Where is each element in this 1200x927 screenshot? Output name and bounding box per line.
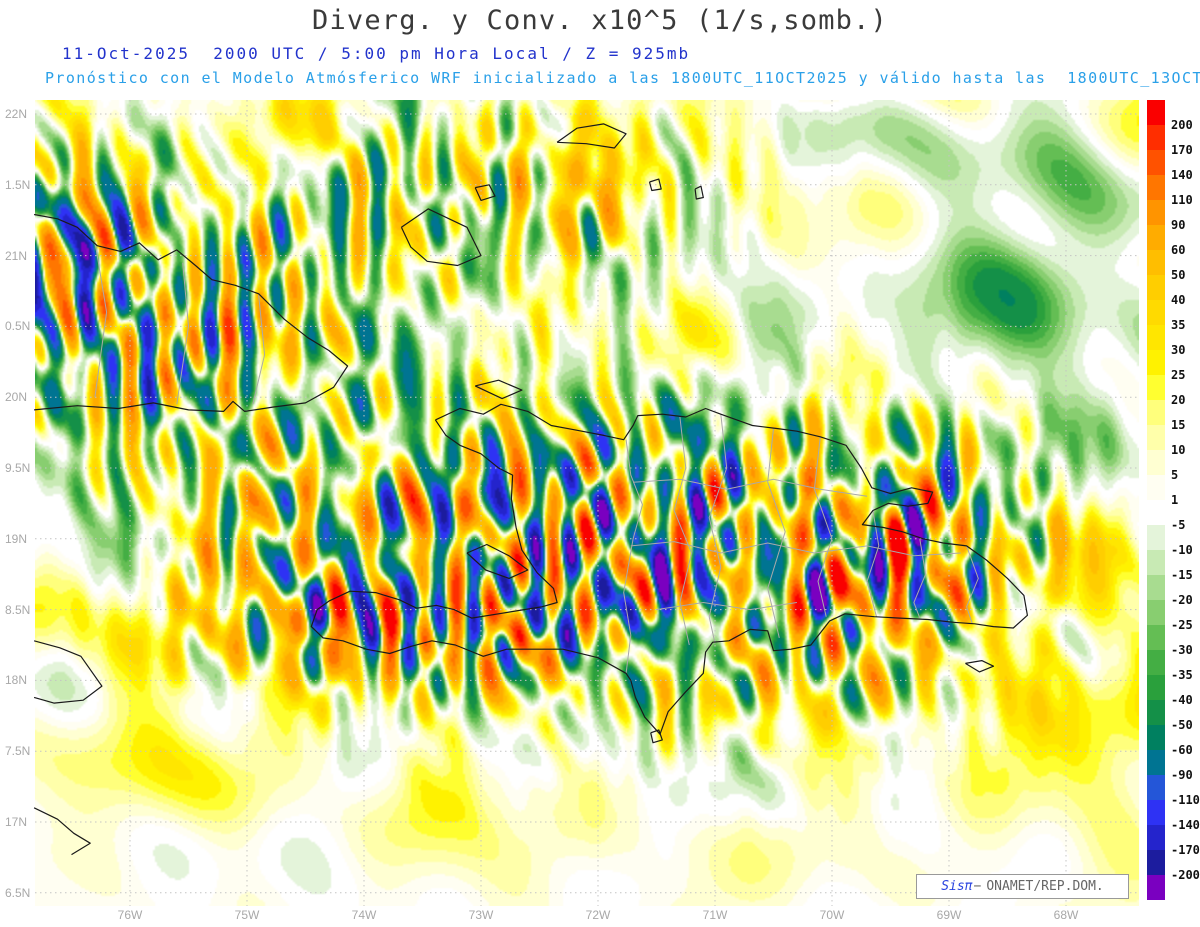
colorbar-segment <box>1147 625 1165 650</box>
colorbar-segment <box>1147 825 1165 850</box>
colorbar-segment <box>1147 500 1165 525</box>
colorbar-label: -140 <box>1171 818 1200 832</box>
colorbar-segment <box>1147 325 1165 350</box>
brand-name: Sis <box>941 879 965 894</box>
colorbar-label: 110 <box>1171 193 1193 207</box>
y-axis-label: 7.5N <box>5 744 31 759</box>
x-axis-label: 71W <box>702 908 728 922</box>
colorbar-segment <box>1147 150 1165 175</box>
y-axis-label: 19N <box>5 531 28 546</box>
colorbar-label: 25 <box>1171 368 1186 382</box>
colorbar-label: -25 <box>1171 618 1193 632</box>
x-axis-label: 73W <box>468 908 494 922</box>
colorbar-segment <box>1147 550 1165 575</box>
y-axis-label: 9.5N <box>5 461 31 475</box>
colorbar-segment <box>1147 400 1165 425</box>
colorbar-label: -110 <box>1171 793 1200 807</box>
x-axis-label: 74W <box>351 908 377 922</box>
colorbar-label: -15 <box>1171 568 1193 582</box>
brand-org: ONAMET/REP.DOM. <box>986 879 1104 894</box>
y-axis-label: 0.5N <box>5 319 31 334</box>
colorbar-label: 10 <box>1171 443 1186 457</box>
colorbar-segment <box>1147 300 1165 325</box>
colorbar-segment <box>1147 100 1165 125</box>
y-axis-label: 8.5N <box>5 602 31 617</box>
colorbar-label: 30 <box>1171 343 1186 357</box>
colorbar-label: 200 <box>1171 118 1193 132</box>
colorbar-label: 140 <box>1171 168 1193 182</box>
colorbar-segment <box>1147 225 1165 250</box>
colorbar-label: 40 <box>1171 293 1186 307</box>
colorbar-label: -60 <box>1171 743 1193 757</box>
colorbar-segment <box>1147 575 1165 600</box>
colorbar-segment <box>1147 850 1165 875</box>
colorbar-segment <box>1147 800 1165 825</box>
y-axis-label: 21N <box>5 248 28 263</box>
colorbar-label: -5 <box>1171 518 1186 532</box>
colorbar-segment <box>1147 375 1165 400</box>
colorbar-segment <box>1147 775 1165 800</box>
colorbar-label: -20 <box>1171 593 1193 607</box>
colorbar-segment <box>1147 475 1165 500</box>
colorbar-label: 35 <box>1171 318 1186 332</box>
colorbar-label: -10 <box>1171 543 1193 557</box>
colorbar-segment <box>1147 875 1165 900</box>
branding-box: Sis π − ONAMET/REP.DOM. <box>916 874 1129 899</box>
colorbar-label: -30 <box>1171 643 1193 657</box>
pi-symbol: π <box>964 879 973 894</box>
colorbar-label: 50 <box>1171 268 1186 282</box>
x-axis-label: 69W <box>936 908 962 922</box>
colorbar-segment <box>1147 600 1165 625</box>
y-axis-label: 17N <box>5 815 28 829</box>
brand-separator: − <box>973 879 982 894</box>
colorbar-segment <box>1147 700 1165 725</box>
colorbar-label: -35 <box>1171 668 1193 682</box>
colorbar-label: -170 <box>1171 843 1200 857</box>
colorbar-segment <box>1147 275 1165 300</box>
x-axis-label: 76W <box>117 908 143 922</box>
colorbar-segment <box>1147 725 1165 750</box>
colorbar-segment <box>1147 650 1165 675</box>
x-axis-label: 75W <box>234 908 260 922</box>
colorbar-label: 60 <box>1171 243 1186 257</box>
colorbar-label: 20 <box>1171 393 1186 407</box>
colorbar-segment <box>1147 350 1165 375</box>
colorbar-label: 90 <box>1171 218 1186 232</box>
colorbar-label: 170 <box>1171 143 1193 157</box>
y-axis-label: 22N <box>5 107 28 121</box>
x-axis-label: 72W <box>585 908 611 922</box>
colorbar-segment <box>1147 250 1165 275</box>
colorbar-label: -90 <box>1171 768 1193 782</box>
colorbar-label: -40 <box>1171 693 1193 707</box>
colorbar-segment <box>1147 675 1165 700</box>
chart-title: Diverg. y Conv. x10^5 (1/s,somb.) <box>311 5 889 36</box>
colorbar-segment <box>1147 750 1165 775</box>
colorbar-segment <box>1147 425 1165 450</box>
colorbar-segment <box>1147 525 1165 550</box>
y-axis-label: 6.5N <box>5 885 31 900</box>
x-axis-label: 70W <box>819 908 845 922</box>
y-axis-label: 18N <box>5 673 28 688</box>
colorbar-label: -50 <box>1171 718 1193 732</box>
valid-time-line: 11-Oct-2025 2000 UTC / 5:00 pm Hora Loca… <box>62 44 691 63</box>
colorbar-segment <box>1147 450 1165 475</box>
y-axis-label: 20N <box>5 390 28 405</box>
colorbar-segment <box>1147 125 1165 150</box>
y-axis-label: 1.5N <box>5 177 31 192</box>
x-axis-label: 68W <box>1053 908 1079 922</box>
divergence-field-canvas <box>35 100 1139 906</box>
colorbar-segment <box>1147 200 1165 225</box>
colorbar-segment <box>1147 175 1165 200</box>
colorbar-label: 1 <box>1171 493 1179 507</box>
colorbar-label: 5 <box>1171 468 1179 482</box>
colorbar-label: -200 <box>1171 868 1200 882</box>
colorbar-label: 15 <box>1171 418 1186 432</box>
model-info-line: Pronóstico con el Modelo Atmósferico WRF… <box>45 69 1200 87</box>
